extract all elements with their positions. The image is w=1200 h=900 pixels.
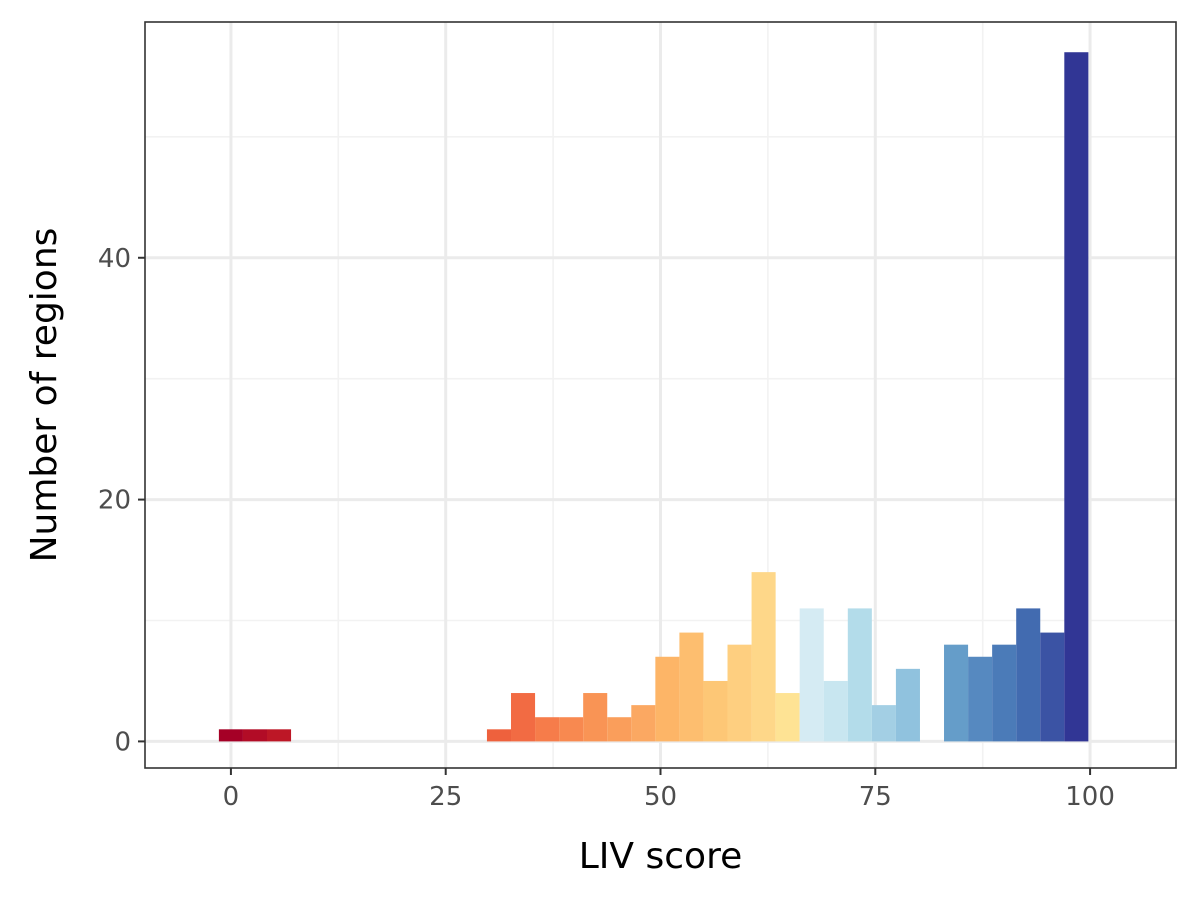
histogram-bar xyxy=(267,729,292,742)
histogram-bar xyxy=(559,717,584,742)
histogram-bars xyxy=(218,52,1089,742)
x-axis: 0 25 50 75 100 xyxy=(223,768,1115,812)
histogram-bar xyxy=(727,644,752,742)
histogram-bar xyxy=(511,693,536,742)
y-tick-label: 40 xyxy=(98,244,131,274)
histogram-bar xyxy=(631,705,656,742)
histogram-bar xyxy=(751,572,776,742)
histogram-bar xyxy=(607,717,632,742)
y-tick-label: 20 xyxy=(98,486,131,516)
x-tick-label: 0 xyxy=(223,782,240,812)
histogram-bar xyxy=(871,705,896,742)
histogram-bar xyxy=(1040,632,1065,742)
histogram-bar xyxy=(535,717,560,742)
histogram-bar xyxy=(1064,52,1089,742)
histogram-bar xyxy=(799,608,824,742)
histogram-bar xyxy=(944,644,969,742)
histogram-bar xyxy=(703,680,728,742)
histogram-bar xyxy=(242,729,268,742)
x-axis-title: LIV score xyxy=(579,836,742,877)
histogram-bar xyxy=(992,644,1017,742)
histogram-bar xyxy=(1016,608,1041,742)
histogram-bar xyxy=(583,693,608,742)
x-tick-label: 100 xyxy=(1065,782,1115,812)
histogram-bar xyxy=(655,656,680,742)
histogram-bar xyxy=(895,668,920,742)
y-axis-title: Number of regions xyxy=(24,228,65,563)
x-tick-label: 25 xyxy=(429,782,462,812)
histogram-bar xyxy=(847,608,872,742)
x-tick-label: 75 xyxy=(859,782,892,812)
histogram-bar xyxy=(218,729,243,742)
histogram-bar xyxy=(823,680,848,742)
x-tick-label: 50 xyxy=(644,782,677,812)
histogram-bar xyxy=(679,632,704,742)
histogram-bar xyxy=(775,693,800,742)
histogram-bar xyxy=(968,656,993,742)
y-axis: 0 20 40 xyxy=(98,244,145,757)
y-tick-label: 0 xyxy=(114,727,131,757)
histogram-bar xyxy=(486,729,512,742)
